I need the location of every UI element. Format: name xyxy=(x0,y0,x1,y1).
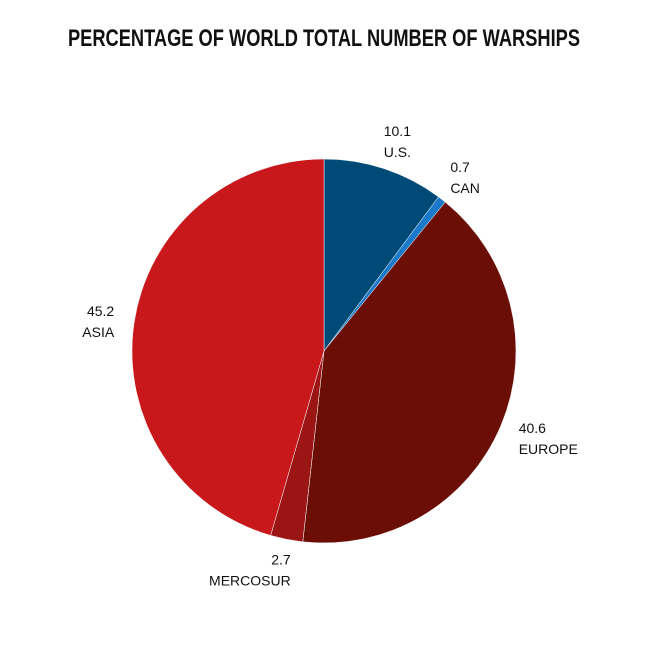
category-label: MERCOSUR xyxy=(209,573,291,589)
pie-slice xyxy=(302,201,517,544)
data-label: 0.7 xyxy=(450,159,470,175)
data-label: 10.1 xyxy=(384,123,411,139)
pie-slice xyxy=(323,158,439,352)
data-label: 45.2 xyxy=(87,303,114,319)
category-label: CAN xyxy=(450,180,480,196)
chart-title: PERCENTAGE OF WORLD TOTAL NUMBER OF WARS… xyxy=(68,25,580,52)
category-label: ASIA xyxy=(82,324,115,340)
data-label: 2.7 xyxy=(271,552,291,568)
data-label: 40.6 xyxy=(519,420,546,436)
pie-slice xyxy=(131,158,325,536)
category-label: U.S. xyxy=(384,144,411,160)
category-label: EUROPE xyxy=(519,441,578,457)
